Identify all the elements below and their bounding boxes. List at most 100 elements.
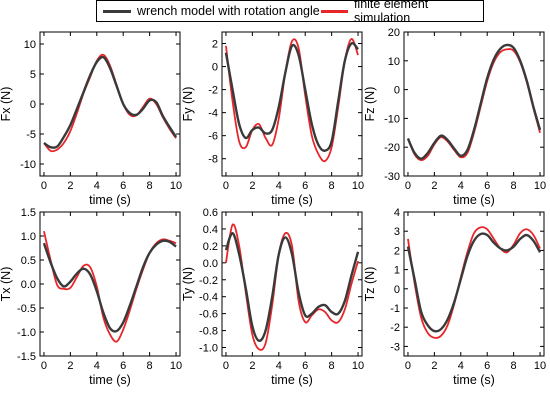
x-axis-label: time (s)	[271, 373, 313, 387]
x-tick-label: 0	[223, 180, 229, 192]
x-tick-label: 6	[484, 180, 490, 192]
x-tick-label: 4	[276, 180, 282, 192]
y-axis-label: Tx (N)	[0, 267, 13, 302]
y-tick-label: 0	[394, 284, 400, 296]
y-tick-label: -8	[208, 154, 218, 166]
y-tick-label: 0	[30, 99, 36, 111]
x-tick-label: 6	[120, 180, 126, 192]
legend: wrench model with rotation angle finite …	[96, 0, 484, 25]
y-tick-label: 0	[212, 62, 218, 74]
y-tick-label: -0.8	[199, 326, 218, 338]
y-tick-label: -30	[384, 171, 400, 183]
x-axis-label: time (s)	[453, 193, 495, 207]
x-tick-label: 0	[405, 180, 411, 192]
x-tick-label: 4	[458, 360, 464, 372]
plot-frame	[403, 211, 545, 357]
legend-swatch-model	[103, 9, 131, 13]
plot-frame	[221, 31, 363, 177]
y-tick-label: 0	[394, 85, 400, 97]
x-tick-label: 2	[249, 180, 255, 192]
chart-panel-2: 0 2 4 6 8 10 -8 -6 -4 -2 0 2 time (s) Fy (N)	[181, 31, 364, 207]
y-tick-label: -2	[208, 85, 218, 97]
y-tick-label: -6	[208, 131, 218, 143]
x-tick-label: 4	[276, 360, 282, 372]
y-tick-label: 1.0	[21, 231, 36, 243]
y-tick-label: -0.2	[199, 275, 218, 287]
chart-panel-1: 0 2 4 6 8 10 -10 -5 0 5 10 time (s) Fx (N)	[0, 31, 182, 207]
x-tick-label: 6	[120, 360, 126, 372]
y-tick-label: -20	[384, 142, 400, 154]
x-tick-label: 0	[41, 180, 47, 192]
legend-swatch-fem	[321, 9, 348, 13]
y-tick-label: -0.4	[199, 292, 218, 304]
series-line-model	[43, 55, 178, 149]
plot-frame	[403, 31, 545, 177]
x-tick-label: 2	[431, 180, 437, 192]
y-tick-label: 0.6	[203, 207, 218, 219]
series-line-model	[406, 232, 542, 333]
y-axis-label: Fz (N)	[363, 87, 377, 122]
x-axis-label: time (s)	[89, 193, 131, 207]
x-tick-label: 10	[534, 360, 546, 372]
y-tick-label: 4	[394, 207, 400, 219]
x-tick-label: 4	[94, 180, 100, 192]
y-tick-label: 2	[212, 39, 218, 51]
y-tick-label: 3	[394, 226, 400, 238]
y-axis-label: Fx (N)	[0, 87, 13, 122]
y-tick-label: -0.6	[199, 309, 218, 321]
x-tick-label: 10	[170, 360, 182, 372]
y-tick-label: 0.0	[203, 258, 218, 270]
y-tick-label: 2	[394, 245, 400, 257]
x-tick-label: 8	[147, 360, 153, 372]
x-tick-label: 8	[511, 360, 517, 372]
y-tick-label: 1	[394, 265, 400, 277]
y-tick-label: 0.5	[21, 255, 36, 267]
series-line-model	[224, 41, 359, 152]
y-tick-label: 1.5	[21, 207, 36, 219]
x-tick-label: 8	[511, 180, 517, 192]
series-line-fem	[407, 226, 541, 339]
chart-panel-4: 0 2 4 6 8 10 -1.5 -1.0 -0.5 0.0 0.5 1.0 1.5 time (s) T…	[0, 207, 182, 387]
y-tick-label: -1.0	[199, 343, 218, 355]
x-tick-label: 2	[67, 180, 73, 192]
x-tick-label: 2	[249, 360, 255, 372]
y-axis-label: Tz (N)	[363, 267, 377, 302]
x-tick-label: 2	[431, 360, 437, 372]
y-tick-label: -10	[20, 159, 36, 171]
x-tick-label: 10	[352, 360, 364, 372]
y-tick-label: -2	[390, 322, 400, 334]
y-tick-label: 20	[388, 27, 400, 39]
x-axis-label: time (s)	[89, 373, 131, 387]
y-tick-label: 10	[388, 56, 400, 68]
x-tick-label: 6	[302, 180, 308, 192]
y-tick-label: -10	[384, 113, 400, 125]
legend-item-model: wrench model with rotation angle	[103, 4, 320, 18]
y-tick-label: -4	[208, 108, 218, 120]
y-axis-label: Fy (N)	[181, 87, 195, 122]
series-line-fem	[407, 48, 541, 162]
x-tick-label: 0	[41, 360, 47, 372]
y-tick-label: 0.0	[21, 279, 36, 291]
x-tick-label: 8	[329, 180, 335, 192]
x-tick-label: 2	[67, 360, 73, 372]
x-tick-label: 0	[223, 360, 229, 372]
series-line-model	[224, 231, 360, 343]
x-tick-label: 4	[94, 360, 100, 372]
y-tick-label: 0.4	[203, 224, 218, 236]
x-tick-label: 10	[534, 180, 546, 192]
chart-panel-5: 0 2 4 6 8 10 -1.0 -0.8 -0.6 -0.4 -0.2 0.0 0.2 0.4 0.6 t…	[181, 207, 364, 387]
y-tick-label: -1	[390, 303, 400, 315]
y-tick-label: 0.2	[203, 241, 218, 253]
x-tick-label: 8	[329, 360, 335, 372]
x-tick-label: 6	[302, 360, 308, 372]
legend-label-model: wrench model with rotation angle	[137, 4, 320, 18]
plot-frame	[39, 31, 181, 177]
y-tick-label: -1.5	[17, 351, 36, 363]
x-tick-label: 10	[170, 180, 182, 192]
x-axis-label: time (s)	[453, 373, 495, 387]
y-tick-label: -5	[26, 129, 36, 141]
series-line-model	[42, 239, 177, 333]
x-tick-label: 4	[458, 180, 464, 192]
